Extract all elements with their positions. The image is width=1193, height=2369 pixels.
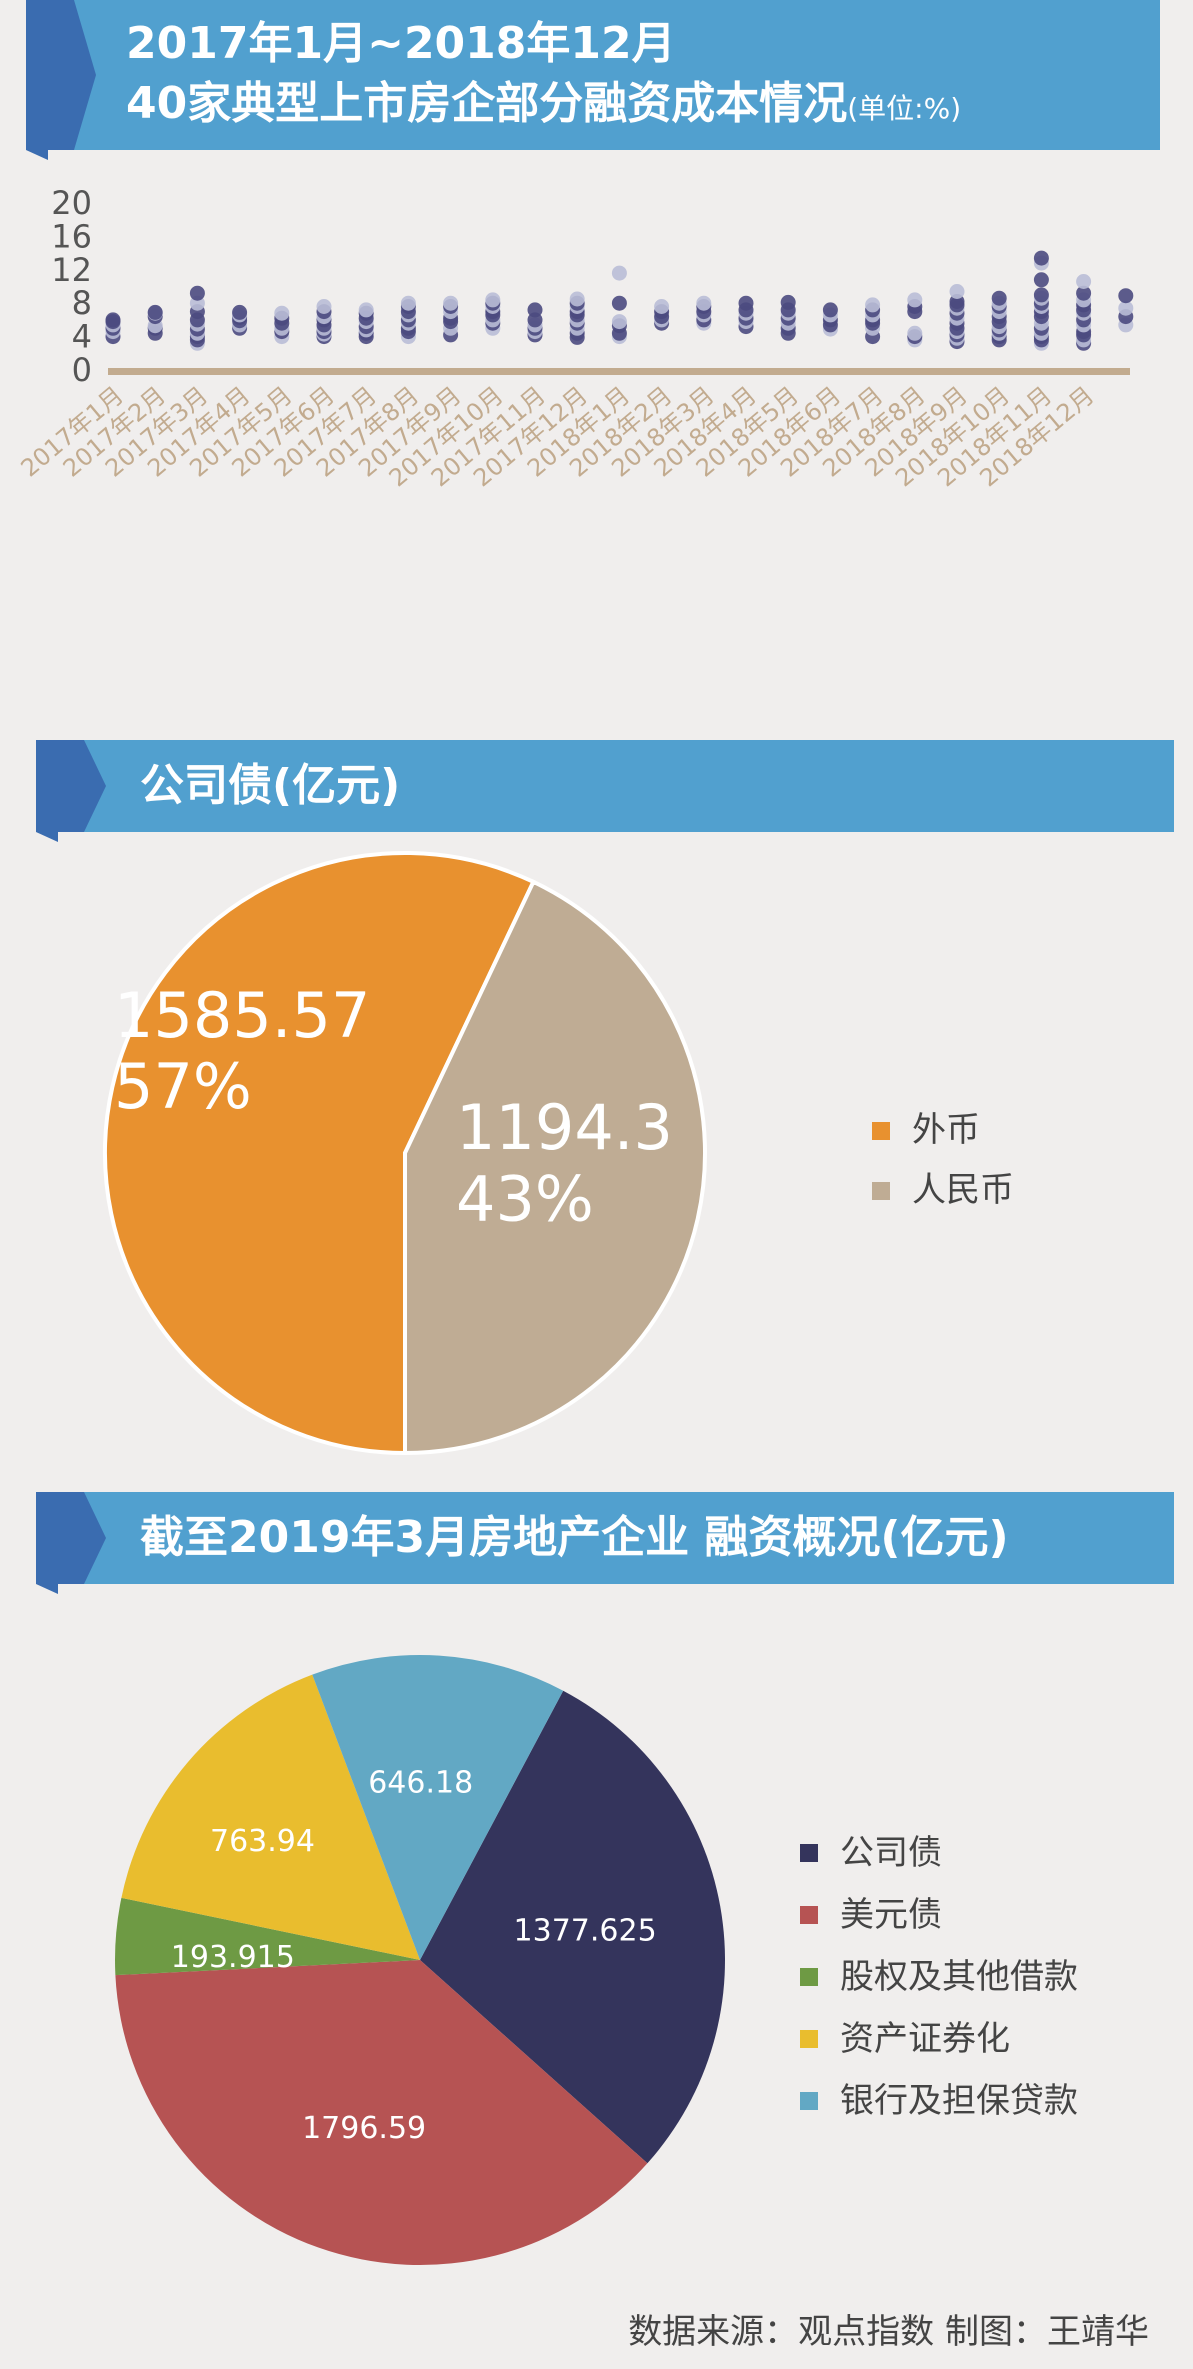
legend-item: 银行及担保贷款 — [800, 2070, 1078, 2132]
scatter-point — [1076, 274, 1092, 289]
source-credit: 数据来源：观点指数 制图：王靖华 — [628, 2312, 1149, 2352]
pie-value-label: 1585.57 — [114, 979, 370, 1052]
corporate-bond-legend: 外币 人民币 — [872, 1100, 1014, 1220]
legend-swatch — [800, 1906, 818, 1924]
scatter-point — [611, 295, 627, 311]
y-tick-label: 8 — [72, 284, 92, 322]
scatter-point — [358, 302, 374, 318]
scatter-point — [147, 304, 163, 320]
scatter-point — [527, 302, 543, 318]
y-tick-label: 0 — [72, 351, 92, 389]
scatter-point — [949, 284, 965, 299]
pie-slice — [312, 1654, 564, 1960]
financing-overview-banner: 截至2019年3月房地产企业 融资概况(亿元) — [36, 1492, 1174, 1594]
header-title: 2017年1月~2018年12月 40家典型上市房企部分融资成本情况(单位:%) — [126, 14, 961, 139]
pie-value-label: 1194.3 — [456, 1091, 673, 1164]
pie-value-label: 193.915 — [171, 1940, 295, 1975]
scatter-point — [316, 299, 332, 314]
x-axis-baseline — [108, 368, 1130, 375]
legend-swatch — [800, 1968, 818, 1986]
financing-overview-title: 截至2019年3月房地产企业 融资概况(亿元) — [140, 1512, 1009, 1563]
scatter-point — [1033, 250, 1049, 266]
scatter-point — [654, 299, 670, 314]
header-banner: 2017年1月~2018年12月 40家典型上市房企部分融资成本情况(单位:%) — [26, 0, 1160, 160]
legend-item: 公司债 — [800, 1822, 1078, 1884]
pie-percent-label: 43% — [456, 1163, 594, 1236]
financing-overview-legend: 公司债美元债股权及其他借款 资产证券化银行及担保贷款 — [800, 1822, 1078, 2132]
financing-overview-pie: 1377.625 1796.59 193.915 763.94 646.18 — [115, 1654, 726, 2265]
legend-swatch — [800, 1844, 818, 1862]
legend-item: 资产证券化 — [800, 2008, 1078, 2070]
scatter-point — [105, 312, 121, 328]
scatter-point — [822, 302, 838, 318]
legend-swatch — [800, 2030, 818, 2048]
header-unit: (单位:%) — [847, 92, 962, 125]
header-title-line2: 40家典型上市房企部分融资成本情况 — [126, 78, 848, 129]
pie-slice — [420, 1690, 726, 2164]
legend-label: 美元债 — [840, 1895, 942, 1935]
pie-value-label: 1377.625 — [514, 1914, 657, 1949]
legend-label: 股权及其他借款 — [840, 1957, 1078, 1997]
scatter-point — [611, 314, 627, 330]
corporate-bond-banner: 公司债(亿元) — [36, 740, 1174, 842]
legend-item: 美元债 — [800, 1884, 1078, 1946]
pie-slice — [115, 1897, 420, 1976]
scatter-point — [1118, 288, 1134, 304]
scatter-point — [1033, 287, 1049, 303]
y-tick-label: 12 — [51, 251, 92, 289]
pie-slice — [115, 1960, 648, 2265]
scatter-point — [1076, 285, 1092, 301]
scatter-point — [907, 325, 923, 341]
y-tick-label: 4 — [72, 318, 92, 356]
scatter-point — [232, 304, 248, 320]
scatter-point — [443, 295, 459, 311]
legend-label: 公司债 — [840, 1833, 942, 1873]
scatter-point — [1118, 300, 1134, 316]
scatter-point — [991, 290, 1007, 306]
y-tick-label: 20 — [51, 184, 92, 222]
scatter-point — [1033, 272, 1049, 288]
scatter-point — [611, 265, 627, 281]
banner-tab-icon — [26, 0, 96, 160]
pie-slice — [103, 851, 537, 1456]
scatter-point — [274, 305, 290, 321]
scatter-point — [696, 295, 712, 311]
legend-label: 银行及担保贷款 — [840, 2081, 1078, 2121]
corporate-bond-title: 公司债(亿元) — [140, 760, 401, 811]
scatter-point — [738, 295, 754, 311]
pie-value-label: 646.18 — [368, 1766, 473, 1801]
legend-label: 外币 — [912, 1110, 980, 1150]
scatter-point — [780, 294, 796, 310]
scatter-point — [400, 295, 416, 311]
pie-slice — [403, 879, 707, 1456]
pie-slice — [121, 1674, 421, 1960]
y-tick-label: 16 — [51, 217, 92, 255]
legend-item: 外币 — [872, 1100, 1014, 1160]
pie-value-label: 1796.59 — [302, 2111, 426, 2146]
legend-swatch — [872, 1182, 890, 1200]
scatter-point — [189, 285, 205, 301]
banner-tab-icon — [36, 740, 106, 842]
scatter-point — [865, 297, 881, 313]
scatter-point — [485, 292, 501, 308]
scatter-point — [569, 291, 585, 307]
banner-tab-icon — [36, 1492, 106, 1594]
legend-swatch — [872, 1122, 890, 1140]
legend-item: 股权及其他借款 — [800, 1946, 1078, 2008]
scatter-point — [907, 292, 923, 308]
legend-item: 人民币 — [872, 1160, 1014, 1220]
legend-label: 资产证券化 — [840, 2019, 1010, 2059]
header-title-line1: 2017年1月~2018年12月 — [126, 18, 676, 69]
pie-percent-label: 57% — [114, 1050, 252, 1123]
legend-swatch — [800, 2092, 818, 2110]
pie-value-label: 763.94 — [210, 1824, 315, 1859]
legend-label: 人民币 — [912, 1170, 1014, 1210]
